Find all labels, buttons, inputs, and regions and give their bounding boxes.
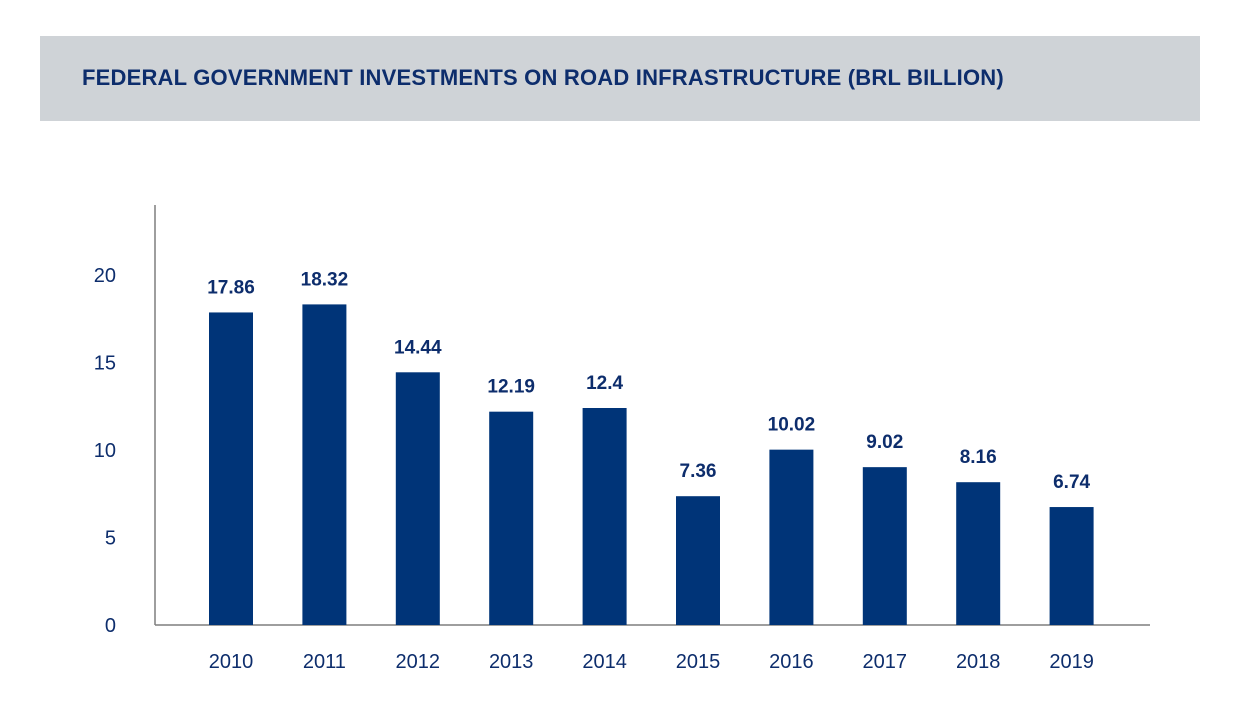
bar-2016 [769, 449, 814, 625]
bar-2019 [1049, 507, 1094, 625]
bar-2014 [582, 408, 627, 625]
x-tick-label-2017: 2017 [863, 651, 908, 673]
value-label-2019: 6.74 [1053, 472, 1090, 493]
bar-2011 [302, 304, 347, 625]
x-tick-label-2013: 2013 [489, 651, 534, 673]
x-tick-label-2018: 2018 [956, 651, 1001, 673]
bar-2010 [209, 312, 253, 625]
bar-2017 [862, 467, 907, 625]
bar-2013 [489, 411, 534, 625]
y-tick-labels: 0 5 10 15 20 [94, 265, 116, 637]
y-tick-label: 0 [105, 615, 116, 637]
x-tick-label-2016: 2016 [769, 651, 814, 673]
bar-2012 [395, 372, 440, 625]
y-tick-label: 15 [94, 353, 116, 375]
value-label-2016: 10.02 [768, 415, 816, 436]
x-tick-label-2012: 2012 [396, 651, 441, 673]
title-band: FEDERAL GOVERNMENT INVESTMENTS ON ROAD I… [40, 36, 1200, 121]
x-tick-label-2015: 2015 [676, 651, 721, 673]
x-tick-label-2019: 2019 [1049, 651, 1094, 673]
x-tick-label-2011: 2011 [303, 651, 346, 673]
value-label-2011: 18.32 [301, 269, 349, 290]
value-label-2012: 14.44 [394, 337, 442, 358]
y-tick-label: 5 [105, 528, 116, 550]
x-tick-label-2010: 2010 [209, 651, 254, 673]
value-label-2010: 17.86 [207, 277, 255, 298]
value-label-2015: 7.36 [680, 461, 717, 482]
x-tick-labels: 2010 2011 2012 2013 2014 2015 2016 2017 2018 2019 [209, 651, 1094, 673]
value-label-2013: 12.19 [487, 377, 535, 398]
bar-2015 [676, 496, 720, 625]
x-tick-label-2014: 2014 [582, 651, 627, 673]
chart-title: FEDERAL GOVERNMENT INVESTMENTS ON ROAD I… [82, 65, 1004, 90]
bars [209, 304, 1094, 625]
value-label-2018: 8.16 [960, 447, 997, 468]
value-label-2017: 9.02 [866, 432, 903, 453]
value-labels: 17.86 18.32 14.44 12.19 12.4 7.36 10.02 9.02 8.1… [207, 269, 1090, 493]
value-label-2014: 12.4 [586, 373, 623, 394]
y-tick-label: 20 [94, 265, 116, 287]
bar-2018 [956, 482, 1001, 625]
y-tick-label: 10 [94, 440, 116, 462]
